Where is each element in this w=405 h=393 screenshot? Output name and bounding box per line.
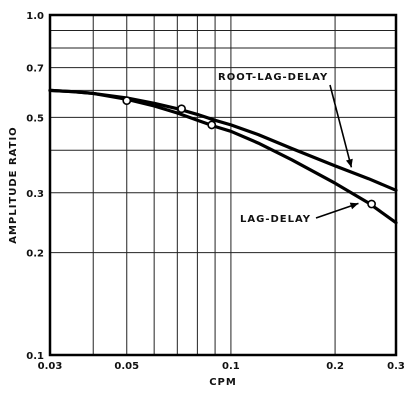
grid: [50, 15, 396, 355]
annotation-lag-delay-arrowhead: [349, 202, 359, 210]
y-axis-title: AMPLITUDE RATIO: [8, 126, 19, 243]
y-tick-label: 0.5: [26, 113, 44, 124]
y-tick-label: 0.1: [26, 351, 44, 362]
x-axis-title: CPM: [209, 377, 237, 388]
annotation-root-lag-delay-label: ROOT-LAG-DELAY: [218, 72, 328, 83]
x-tick-label: 0.3: [387, 361, 405, 372]
series-group: [48, 88, 398, 225]
data-point-marker: [207, 120, 217, 130]
x-tick-label: 0.03: [38, 361, 63, 372]
x-tick-label: 0.2: [326, 361, 344, 372]
x-tick-label: 0.05: [114, 361, 139, 372]
annotation-root-lag-delay-arrow: [329, 84, 353, 168]
x-tick-label: 0.1: [222, 361, 240, 372]
tick-label-group: 0.03 0.05 0.1 0.2 0.3 0.1 0.2 0.3 0.5 0.7 1.0: [26, 11, 405, 372]
annotation-lag-delay: LAG-DELAY: [240, 202, 359, 225]
y-tick-label: 0.7: [26, 64, 44, 75]
plot-frame: [48, 13, 398, 357]
annotation-root-lag-delay: ROOT-LAG-DELAY: [218, 72, 353, 168]
data-point-marker: [177, 104, 186, 114]
data-point-marker: [122, 96, 132, 106]
data-point-marker: [367, 199, 376, 209]
y-tick-label: 1.0: [26, 11, 44, 22]
y-tick-label: 0.3: [26, 189, 44, 200]
series-line-lag-delay: [48, 88, 398, 225]
annotation-root-lag-delay-arrowhead: [345, 158, 353, 168]
y-tick-label: 0.2: [26, 249, 44, 260]
marker-group: [122, 96, 376, 209]
annotation-lag-delay-label: LAG-DELAY: [240, 214, 311, 225]
